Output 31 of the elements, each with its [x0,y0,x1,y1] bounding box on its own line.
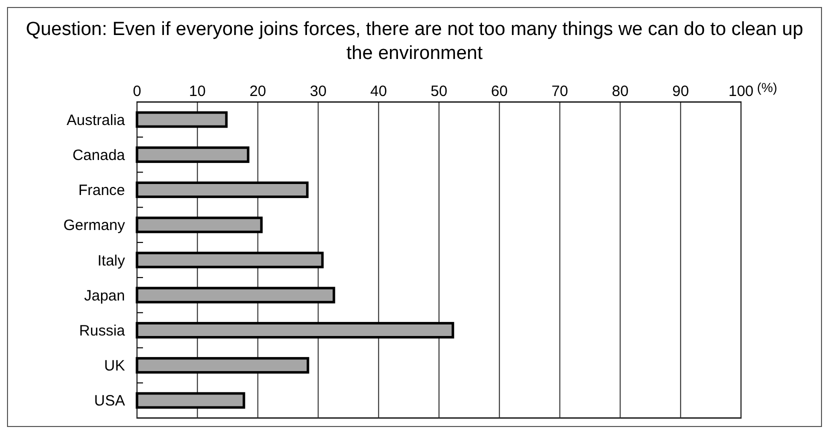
bar [136,182,309,198]
y-tick-label: Italy [97,252,126,270]
bar [136,216,263,234]
x-tick-label: 10 [189,83,206,100]
x-tick-label: 60 [491,83,508,100]
bar [136,146,250,163]
x-axis-title: (%) [757,80,778,95]
bar [136,357,310,374]
bar [136,286,336,304]
x-tick-label: 50 [430,83,448,100]
y-tick-label: Canada [72,146,126,164]
bar [136,392,246,409]
x-tick-label: 30 [310,83,327,100]
x-tick-label: 70 [551,83,568,100]
bar [136,322,454,338]
chart-title: Question: Even if everyone joins forces, there are not too many things we can do to clean up the environment [26,19,804,64]
y-tick-label: Japan [84,287,125,304]
y-tick-label: France [78,182,125,200]
y-tick-label: Germany [63,217,126,234]
x-tick-label: 40 [370,83,387,100]
bar [136,252,324,268]
y-tick-label: USA [94,392,125,410]
y-tick-label: UK [104,358,125,375]
x-tick-label: 0 [132,83,142,100]
x-tick-label: 90 [672,83,689,100]
x-tick-label: 100 [728,83,754,100]
x-tick-label: 80 [612,83,629,100]
y-tick-label: Australia [66,112,126,129]
bar [136,111,228,128]
y-tick-label: Russia [79,322,126,340]
x-tick-label: 20 [249,83,266,100]
